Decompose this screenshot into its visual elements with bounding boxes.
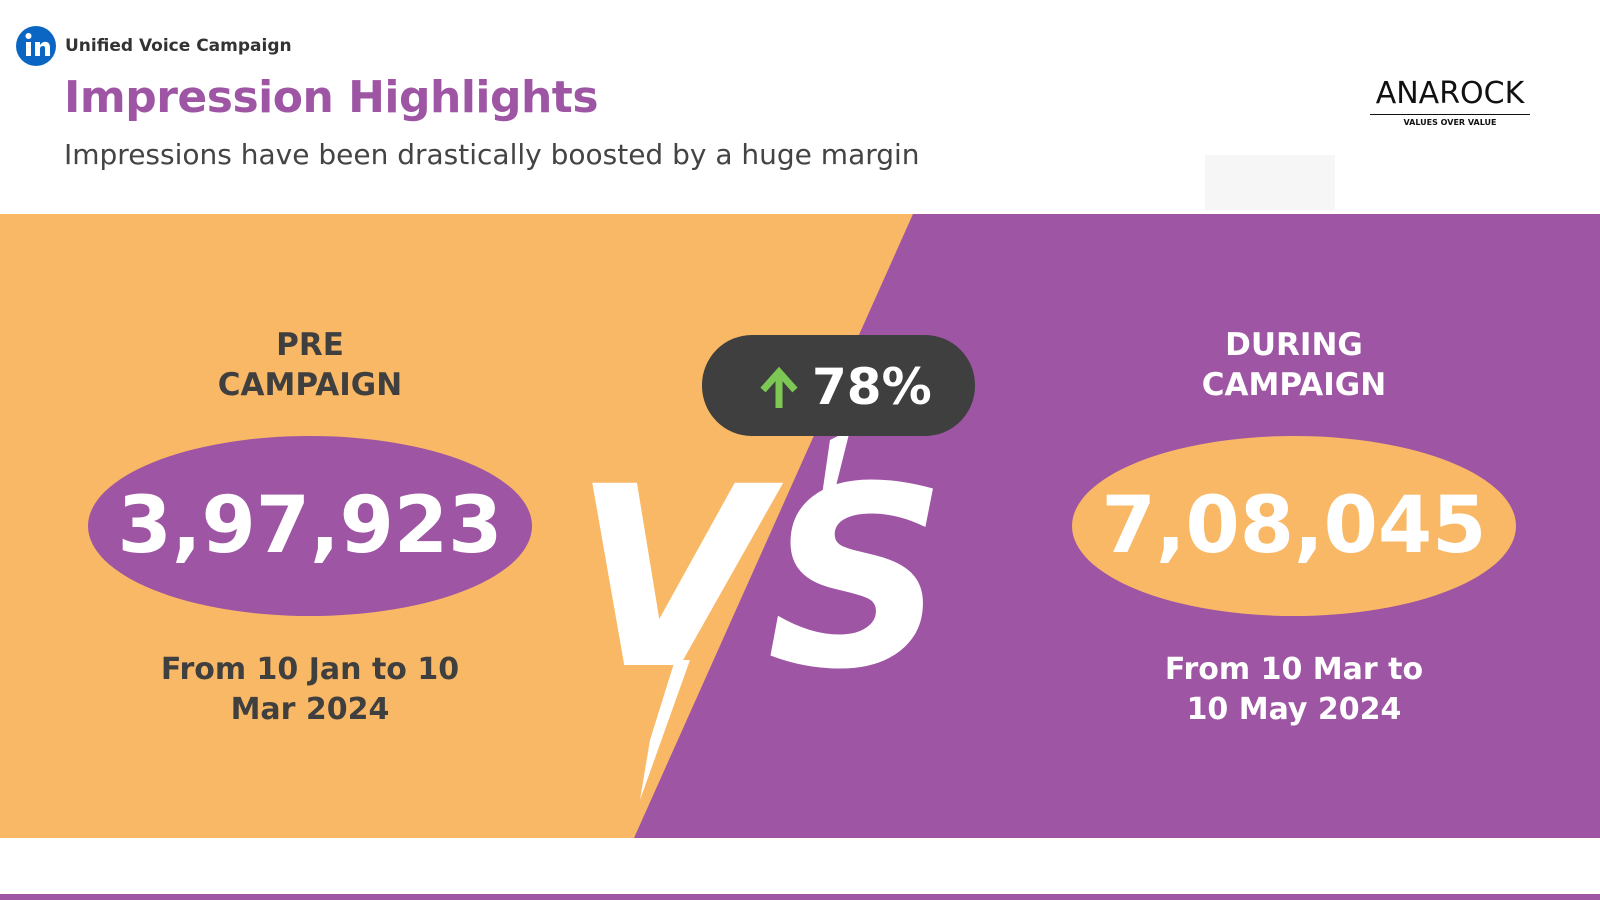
linkedin-icon-dot (25, 33, 32, 39)
during-period: From 10 Mar to 10 May 2024 (1164, 652, 1424, 727)
linkedin-icon-n (35, 41, 50, 56)
during-value: 7,08,045 (1101, 481, 1487, 571)
change: 78% (812, 358, 932, 416)
versus: VS (573, 433, 947, 724)
change-pill (702, 335, 975, 436)
decor-dots (1205, 155, 1335, 210)
pre-ellipse (88, 436, 532, 616)
brand: Unified Voice Campaign (65, 36, 292, 56)
subtitle: Impressions have been drastically booste… (64, 138, 920, 171)
logo-name: ANAROCK (1375, 76, 1525, 111)
pre-value: 3,97,923 (117, 481, 503, 571)
lightning-shard (822, 430, 850, 495)
during-ellipse (1072, 436, 1516, 616)
title: Impression Highlights (64, 72, 599, 123)
pre-period: From 10 Jan to 10 Mar 2024 (160, 652, 460, 727)
logo-tagline: VALUES OVER VALUE (1370, 114, 1530, 127)
bottom-rule (0, 894, 1600, 900)
lightning-shard (640, 660, 690, 800)
up-arrow (760, 366, 798, 408)
pre-label: PRE CAMPAIGN (217, 327, 403, 403)
linkedin-icon-i (26, 42, 31, 56)
during-label: DURING CAMPAIGN (1201, 327, 1387, 403)
